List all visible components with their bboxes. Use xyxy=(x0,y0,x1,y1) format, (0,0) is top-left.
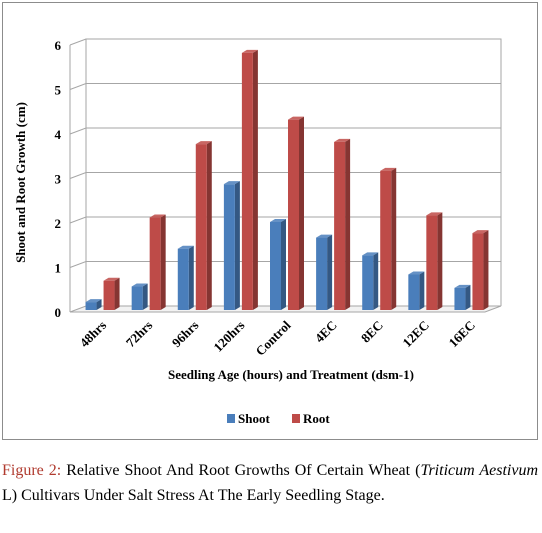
bar-root xyxy=(426,215,438,310)
y-tick-label: 1 xyxy=(55,261,62,276)
bar-top-shoot xyxy=(454,284,471,288)
bar-top-shoot xyxy=(223,181,240,185)
bar-top-root xyxy=(334,138,351,142)
chart-frame: 0 1 2 3 4 5 6 48hrs 72hrs 96hrs 120hrs Control 4EC 8E… xyxy=(2,2,538,440)
x-tick-label: 4EC xyxy=(312,318,340,346)
bar-side-root xyxy=(483,230,489,310)
bar-side-shoot xyxy=(281,219,286,310)
bar-side-shoot xyxy=(419,271,425,310)
y-gridline xyxy=(69,216,501,224)
legend-swatch-root xyxy=(292,414,300,423)
bar-top-shoot xyxy=(408,271,425,275)
y-tick-label: 5 xyxy=(55,83,62,98)
bar-side-shoot xyxy=(188,245,194,310)
bar-side-shoot xyxy=(327,234,333,310)
y-axis-title: Shoot and Root Growth (cm) xyxy=(13,102,28,263)
bar-root xyxy=(103,280,115,310)
y-tick-label: 2 xyxy=(55,216,62,231)
bar-shoot xyxy=(131,286,143,310)
y-gridline xyxy=(69,172,501,179)
caption-text-before: Relative Shoot And Root Growths Of Certa… xyxy=(61,462,421,479)
x-tick-label: 72hrs xyxy=(123,318,156,351)
y-tick-label: 0 xyxy=(55,305,62,320)
bar-top-shoot xyxy=(362,252,379,256)
x-tick-label: Control xyxy=(253,317,294,358)
bar-root xyxy=(334,141,346,310)
bar-top-root xyxy=(195,141,212,145)
legend-label-root: Root xyxy=(303,411,330,426)
x-tick-label: 120hrs xyxy=(210,318,247,355)
bar-side-shoot xyxy=(234,181,240,310)
bar-top-root xyxy=(472,230,489,234)
x-tick-label: 12EC xyxy=(399,318,432,351)
bar-chart: 0 1 2 3 4 5 6 48hrs 72hrs 96hrs 120hrs Control 4EC 8E… xyxy=(13,38,502,426)
bar-top-shoot xyxy=(131,283,148,287)
y-gridline xyxy=(69,127,501,135)
y-gridline xyxy=(69,38,501,46)
bar-shoot xyxy=(270,222,281,310)
bar-side-root xyxy=(252,49,258,311)
bar-top-root xyxy=(426,212,443,216)
x-tick-label: 96hrs xyxy=(169,318,202,351)
bar-side-root xyxy=(160,214,166,310)
x-tick-label: 8EC xyxy=(358,318,386,346)
bar-shoot xyxy=(362,255,374,310)
y-tick-label: 3 xyxy=(55,172,62,187)
bar-shoot xyxy=(223,184,235,310)
bar-root xyxy=(288,119,299,311)
y-tick-label: 6 xyxy=(55,38,62,53)
figure-caption: Figure 2: Relative Shoot And Root Growth… xyxy=(2,458,538,508)
bar-root xyxy=(149,217,161,310)
legend-swatch-shoot xyxy=(227,414,235,423)
bar-shoot xyxy=(85,302,97,310)
bar-side-root xyxy=(391,167,397,310)
bar-side-root xyxy=(206,141,212,310)
bar-top-root xyxy=(288,116,304,120)
bar-top-shoot xyxy=(85,299,102,303)
bar-root xyxy=(472,233,484,310)
bar-top-root xyxy=(103,277,120,281)
caption-species-name: Triticum Aestivum xyxy=(420,462,539,479)
bar-root xyxy=(241,52,253,311)
bar-shoot xyxy=(316,237,328,310)
caption-text-after: L) Cultivars Under Salt Stress At The Ea… xyxy=(2,487,385,504)
bar-side-root xyxy=(114,277,120,310)
bar-top-root xyxy=(241,49,258,53)
x-axis-title: Seedling Age (hours) and Treatment (dsm-… xyxy=(168,367,414,382)
bar-side-shoot xyxy=(96,299,102,310)
x-tick-label: 48hrs xyxy=(77,318,110,351)
figure-label: Figure 2: xyxy=(2,462,62,479)
x-tick-label: 16EC xyxy=(445,318,478,351)
bar-shoot xyxy=(454,287,466,310)
bar-side-shoot xyxy=(373,252,379,310)
bar-top-shoot xyxy=(316,234,333,238)
bar-side-shoot xyxy=(142,283,148,310)
bar-side-root xyxy=(299,116,304,311)
bar-root xyxy=(195,144,207,310)
bar-top-root xyxy=(380,167,397,171)
bar-top-root xyxy=(149,214,166,218)
bar-side-root xyxy=(437,212,443,310)
y-tick-label: 4 xyxy=(55,127,62,142)
bar-top-shoot xyxy=(270,219,286,222)
bar-side-root xyxy=(345,138,351,310)
bar-top-shoot xyxy=(177,245,194,249)
legend-label-shoot: Shoot xyxy=(238,411,270,426)
y-gridline xyxy=(69,83,501,90)
bar-shoot xyxy=(408,274,420,310)
bar-shoot xyxy=(177,248,189,310)
bar-root xyxy=(380,170,392,310)
bar-side-shoot xyxy=(465,284,471,310)
